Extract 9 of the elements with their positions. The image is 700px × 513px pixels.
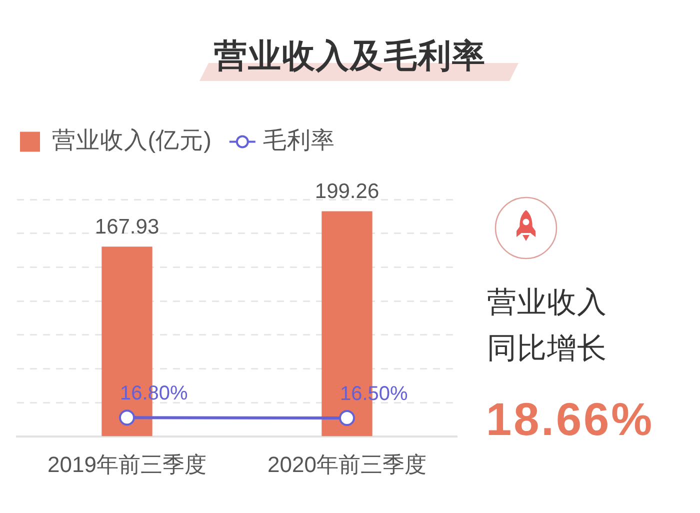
x-tick-label: 2019年前三季度	[48, 452, 206, 477]
data-label: 199.26	[314, 180, 380, 203]
text: 营业收入同比增长	[487, 285, 608, 367]
data-label: 167.93	[94, 215, 160, 238]
legend-label: 营业收入(亿元)	[52, 127, 212, 154]
legend-label: 毛利率	[263, 127, 336, 154]
x-tick-label: 2020年前三季度	[268, 452, 426, 477]
text: 18.66%	[486, 392, 654, 447]
chart-title: 营业收入及毛利率	[214, 37, 486, 74]
